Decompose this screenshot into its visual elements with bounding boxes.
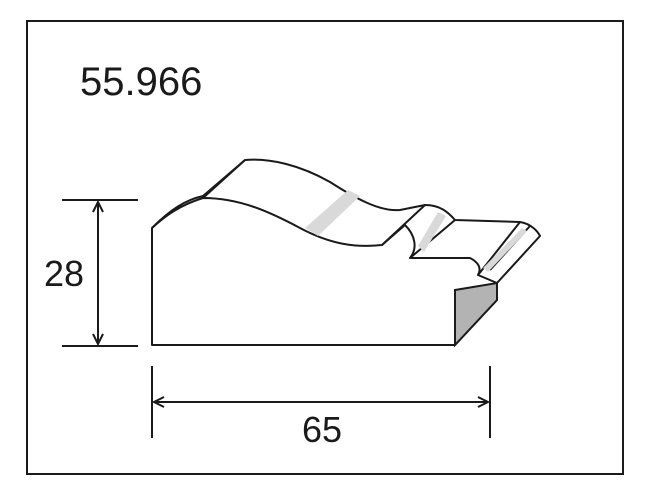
profile-ridge-3 xyxy=(409,219,456,259)
profile-ridge-1 xyxy=(202,159,246,199)
rebate-shade xyxy=(454,281,498,348)
drawing-border xyxy=(26,20,624,475)
product-code: 55.966 xyxy=(80,60,203,104)
profile-front-contour xyxy=(151,197,498,284)
height-dimension xyxy=(62,199,138,347)
profile-ridge-2 xyxy=(381,204,426,246)
height-value: 28 xyxy=(44,253,85,294)
width-dimension xyxy=(151,366,491,438)
profile-highlights xyxy=(305,190,527,272)
width-value: 65 xyxy=(302,409,343,450)
